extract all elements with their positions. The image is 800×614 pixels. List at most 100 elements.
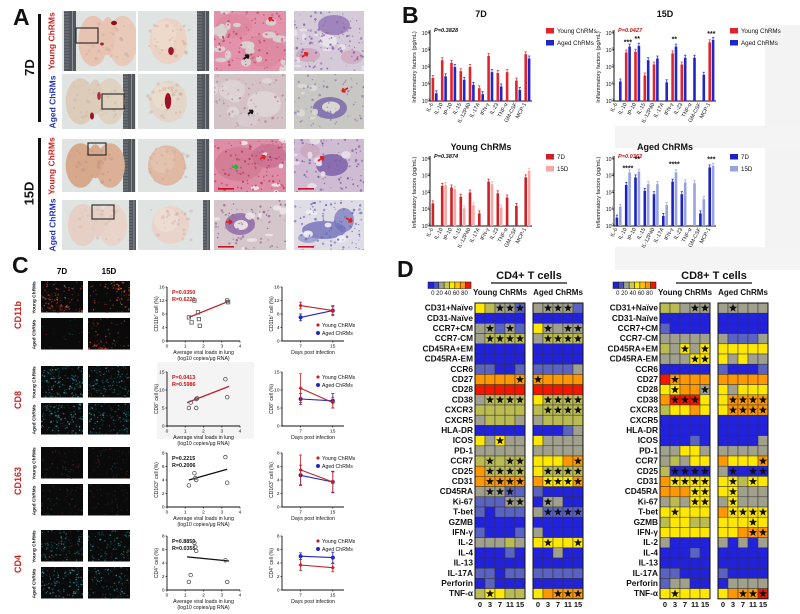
svg-text:IL-6: IL-6: [610, 102, 620, 113]
svg-text:T-bet: T-bet: [638, 507, 658, 517]
svg-text:CD31-Naïve: CD31-Naïve: [427, 313, 474, 323]
svg-text:Inflammatory factors (pg/mL): Inflammatory factors (pg/mL): [412, 31, 418, 103]
svg-text:10: 10: [422, 224, 428, 230]
svg-text:Average viral loads in lung: Average viral loads in lung: [173, 516, 234, 522]
svg-text:R=0.2006: R=0.2006: [172, 463, 196, 469]
svg-text:2: 2: [162, 491, 165, 497]
svg-text:0: 0: [166, 429, 169, 435]
svg-text:12: 12: [159, 298, 165, 304]
svg-text:CD31+Naïve: CD31+Naïve: [425, 303, 474, 313]
svg-text:(log10 copies/μg RNA): (log10 copies/μg RNA): [177, 356, 230, 362]
svg-text:CXCR5: CXCR5: [445, 415, 474, 425]
svg-text:11: 11: [506, 600, 514, 609]
svg-text:T-bet: T-bet: [453, 507, 473, 517]
svg-text:Aged ChRMs: Aged ChRMs: [322, 547, 353, 553]
svg-text:5: 5: [277, 406, 280, 412]
svg-text:Ki-67: Ki-67: [638, 496, 659, 506]
svg-text:4: 4: [277, 478, 280, 484]
svg-text:***: ***: [624, 40, 632, 47]
svg-text:CD27: CD27: [452, 374, 474, 384]
svg-text:Average viral loads in lung: Average viral loads in lung: [173, 599, 234, 605]
svg-text:CCR6: CCR6: [450, 364, 473, 374]
svg-text:7: 7: [299, 510, 302, 516]
svg-text:8: 8: [162, 534, 165, 540]
svg-text:4: 4: [239, 344, 242, 350]
svg-text:15: 15: [516, 600, 524, 609]
svg-text:15: 15: [330, 510, 336, 516]
svg-text:IL-13: IL-13: [454, 558, 474, 568]
svg-text:IL-23: IL-23: [673, 227, 684, 241]
svg-text:IL-6: IL-6: [426, 102, 436, 113]
svg-text:P=0.3874: P=0.3874: [434, 154, 459, 160]
svg-text:IP-10: IP-10: [627, 102, 638, 116]
svg-text:3: 3: [612, 173, 614, 177]
svg-text:IL-23: IL-23: [489, 102, 500, 116]
svg-text:R=0.5986: R=0.5986: [172, 382, 196, 388]
svg-text:CD28: CD28: [637, 384, 659, 394]
svg-text:0 20 40 60 80: 0 20 40 60 80: [616, 291, 653, 297]
svg-text:2: 2: [428, 64, 430, 68]
svg-text:Days post infection: Days post infection: [291, 435, 335, 441]
svg-text:10: 10: [422, 174, 428, 180]
svg-text:3: 3: [220, 429, 223, 435]
svg-text:(log10 copies/μg RNA): (log10 copies/μg RNA): [177, 605, 230, 611]
svg-text:IL-10: IL-10: [434, 227, 445, 241]
svg-text:CD38: CD38: [452, 394, 474, 404]
svg-text:Aged ChRMs: Aged ChRMs: [322, 383, 353, 389]
svg-text:Perforin: Perforin: [441, 578, 473, 588]
svg-text:IL-2: IL-2: [458, 537, 473, 547]
svg-text:2: 2: [202, 429, 205, 435]
svg-text:IL-6: IL-6: [426, 227, 436, 238]
svg-text:IP-10: IP-10: [443, 102, 454, 116]
svg-text:10: 10: [606, 174, 612, 180]
svg-text:CD45RA-EM: CD45RA-EM: [610, 354, 658, 364]
svg-text:0: 0: [478, 600, 482, 609]
svg-text:7: 7: [299, 429, 302, 435]
svg-text:P=0.3828: P=0.3828: [434, 28, 459, 34]
svg-text:12: 12: [274, 298, 280, 304]
svg-text:3: 3: [488, 600, 492, 609]
svg-text:CD8+ cell (%): CD8+ cell (%): [153, 384, 160, 414]
svg-text:10: 10: [606, 207, 612, 213]
svg-text:0: 0: [162, 505, 165, 511]
svg-text:Young ChRMs: Young ChRMs: [322, 456, 356, 462]
svg-text:***: ***: [707, 157, 715, 164]
svg-text:15: 15: [159, 370, 165, 376]
svg-text:7D: 7D: [557, 154, 565, 161]
svg-text:Aged ChRMs: Aged ChRMs: [718, 288, 768, 297]
svg-text:R=0.0355: R=0.0355: [172, 546, 196, 552]
svg-text:3: 3: [428, 173, 430, 177]
svg-text:CD27: CD27: [637, 374, 659, 384]
svg-text:0: 0: [166, 593, 169, 599]
svg-text:0: 0: [162, 424, 165, 430]
svg-text:0: 0: [277, 339, 280, 345]
svg-text:0: 0: [536, 600, 540, 609]
svg-text:CD45RA+EM: CD45RA+EM: [608, 343, 659, 353]
svg-text:1: 1: [428, 206, 430, 210]
svg-text:16: 16: [274, 285, 280, 291]
svg-text:CCR7: CCR7: [450, 456, 473, 466]
svg-text:15D: 15D: [557, 166, 569, 173]
svg-text:PD-1: PD-1: [454, 445, 473, 455]
svg-text:10: 10: [422, 190, 428, 196]
svg-text:HLA-DR: HLA-DR: [626, 425, 658, 435]
svg-text:2: 2: [202, 344, 205, 350]
svg-text:CCR7+CM: CCR7+CM: [618, 323, 658, 333]
svg-text:Aged ChRMs: Aged ChRMs: [322, 331, 353, 337]
svg-text:1: 1: [428, 81, 430, 85]
svg-text:6: 6: [162, 464, 165, 470]
svg-text:P=0.0413: P=0.0413: [172, 375, 195, 381]
svg-text:****: ****: [622, 165, 633, 172]
svg-text:CD31-Naïve: CD31-Naïve: [612, 313, 659, 323]
svg-text:IFN-γ: IFN-γ: [480, 227, 492, 242]
svg-text:11: 11: [749, 600, 757, 609]
svg-text:Young ChRMs: Young ChRMs: [557, 28, 597, 35]
svg-text:4: 4: [612, 156, 614, 160]
svg-text:GZMB: GZMB: [634, 517, 658, 527]
svg-text:4: 4: [239, 510, 242, 516]
svg-text:7: 7: [556, 600, 560, 609]
svg-text:Average viral loads in lung: Average viral loads in lung: [173, 350, 234, 356]
svg-text:15D: 15D: [657, 9, 674, 19]
svg-text:1: 1: [184, 510, 187, 516]
svg-text:CD38: CD38: [637, 394, 659, 404]
